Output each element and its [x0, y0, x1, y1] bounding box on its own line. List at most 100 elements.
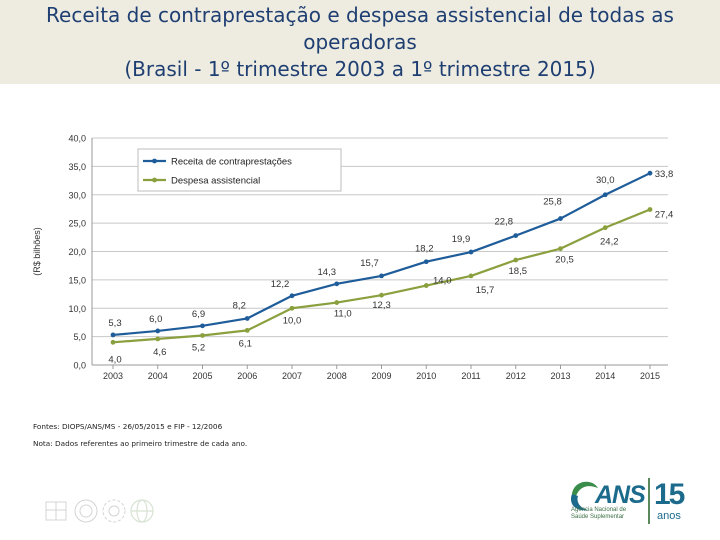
data-point: [110, 332, 116, 338]
page-title: Receita de contraprestação e despesa ass…: [0, 2, 720, 83]
data-point: [647, 170, 653, 176]
x-tick-label: 2011: [461, 371, 480, 381]
logo-anniversary: 15: [654, 478, 685, 511]
data-point: [155, 336, 161, 342]
x-tick-label: 2012: [506, 371, 526, 381]
x-tick-label: 2004: [148, 371, 168, 381]
data-point: [558, 216, 563, 221]
data-point: [244, 316, 250, 321]
legend-swatch-marker: [152, 158, 157, 164]
data-point: [200, 323, 205, 329]
data-point: [423, 283, 429, 288]
data-label: 4,6: [153, 347, 166, 358]
data-label: 18,5: [509, 266, 528, 277]
title-band: [0, 0, 720, 84]
x-tick-label: 2010: [416, 371, 436, 381]
data-label: 11,0: [334, 309, 352, 320]
source-note: Fontes: DIOPS/ANS/MS - 26/05/2015 e FIP …: [33, 422, 223, 431]
logo-subtitle-line-1: Agência Nacional de: [571, 507, 627, 513]
data-label: 12,2: [271, 279, 290, 290]
data-note: Nota: Dados referentes ao primeiro trime…: [33, 439, 248, 448]
legend-entry: Receita de contraprestações: [171, 157, 292, 168]
x-tick-label: 2005: [192, 371, 212, 381]
data-point: [289, 293, 295, 299]
data-point: [468, 273, 474, 279]
y-tick-label: 5,0: [73, 332, 86, 342]
data-label-layer: 5,3 6,0 6,9 8,2 12,2 14,3 15,7 18,2 19,9 22,8 25,8…: [108, 169, 673, 365]
y-axis-label: (R$ bilhões): [32, 227, 42, 276]
y-tick-label: 30,0: [68, 190, 86, 200]
data-label: 4,0: [108, 354, 121, 365]
logo-brand: ANS: [595, 481, 646, 509]
logo-subtitle: Agência Nacional de Saúde Suplementar: [571, 507, 626, 521]
y-tick-label: 35,0: [68, 162, 86, 172]
globe-icon: [130, 499, 154, 523]
data-label: 20,5: [555, 255, 574, 266]
data-label: 5,3: [108, 318, 121, 329]
data-label: 6,0: [149, 314, 162, 325]
data-point: [244, 327, 250, 333]
title-line-3: (Brasil - 1º trimestre 2003 a 1º trimest…: [124, 57, 596, 81]
x-tick-label: 2014: [595, 371, 615, 381]
data-label: 14,3: [318, 267, 337, 278]
ans-logo-icon: [570, 481, 598, 511]
y-tick-label: 20,0: [68, 247, 86, 257]
data-label: 15,7: [476, 285, 495, 296]
logo-divider: [648, 478, 650, 524]
title-line-2: operadoras: [303, 30, 417, 54]
data-point: [558, 246, 563, 252]
data-label: 15,7: [360, 258, 379, 269]
legend-box: [137, 148, 342, 192]
y-tick-label: 15,0: [68, 275, 86, 285]
data-point: [379, 292, 384, 298]
data-point: [513, 233, 519, 239]
data-point: [334, 300, 340, 305]
data-point: [468, 249, 474, 255]
data-label: 27,4: [655, 210, 674, 221]
x-tick-label: 2006: [237, 371, 257, 381]
data-point: [110, 339, 116, 345]
legend: Receita de contraprestações Despesa assis…: [137, 148, 342, 192]
y-tick-label: 10,0: [68, 304, 86, 314]
y-tick-label: 25,0: [68, 219, 86, 229]
data-label: 8,2: [233, 300, 246, 311]
data-point: [289, 305, 295, 311]
data-label: 10,0: [283, 315, 302, 326]
gear-icon: [102, 499, 126, 523]
data-label: 25,8: [543, 197, 562, 208]
x-tick-label: 2009: [371, 371, 391, 381]
logo-anniversary-unit: anos: [657, 510, 681, 522]
data-point: [334, 281, 340, 287]
data-point: [513, 257, 519, 263]
series-layer: [110, 170, 653, 345]
data-label: 33,8: [655, 169, 674, 180]
legend-swatch-marker: [152, 177, 157, 183]
data-label: 5,2: [192, 342, 205, 353]
data-point: [423, 259, 429, 265]
data-label: 6,1: [239, 338, 252, 349]
data-point: [155, 328, 161, 334]
x-tick-label: 2008: [327, 371, 347, 381]
data-label: 30,0: [596, 175, 615, 186]
logo-subtitle-line-2: Saúde Suplementar: [571, 514, 625, 520]
building-icon: [45, 501, 67, 521]
footer-decorative-icons: [45, 499, 154, 523]
seal-icon: [74, 499, 98, 523]
y-tick-label: 40,0: [68, 134, 86, 144]
data-label: 12,3: [372, 300, 391, 311]
legend-entry: Despesa assistencial: [171, 176, 260, 187]
data-label: 18,2: [415, 244, 434, 255]
data-label: 14,0: [433, 276, 452, 287]
data-point: [200, 333, 205, 338]
data-point: [647, 207, 653, 212]
y-tick-label: 0,0: [73, 361, 86, 371]
x-tick-label: 2007: [282, 371, 302, 381]
data-label: 19,9: [452, 234, 471, 245]
axis-layer: 0,0 5,0 10,0 15,0 20,0 25,0 30,0 35,0 40,0 (R$ bi…: [32, 134, 660, 382]
data-point: [379, 273, 384, 279]
title-line-1: Receita de contraprestação e despesa ass…: [46, 3, 674, 27]
data-label: 6,9: [192, 309, 205, 320]
data-point: [602, 192, 608, 198]
data-point: [602, 225, 608, 231]
data-label: 22,8: [495, 217, 514, 228]
